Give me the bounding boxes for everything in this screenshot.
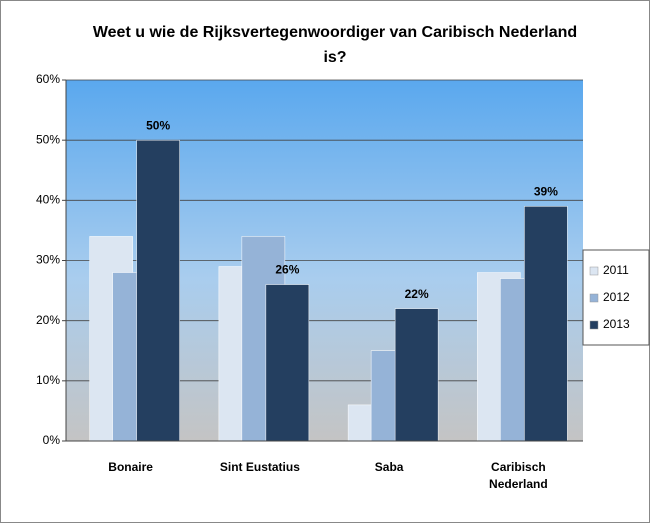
bar <box>394 308 439 442</box>
x-tick-label: Sint Eustatius <box>219 460 300 474</box>
bar <box>265 284 310 442</box>
legend-label: 2011 <box>603 263 629 277</box>
x-tick-box: Caribisch Nederland <box>489 460 548 491</box>
value-label: 50% <box>146 118 170 132</box>
bar <box>524 206 568 442</box>
x-tick-label: Saba <box>374 460 404 474</box>
x-tick-label: Bonaire <box>108 460 153 474</box>
x-tick-label: Caribisch Nederland <box>489 460 548 491</box>
legend-swatch <box>589 293 599 303</box>
x-tick-box: Bonaire <box>108 460 153 474</box>
value-label: 39% <box>534 185 558 199</box>
y-tick-label: 50% <box>36 132 60 146</box>
y-tick-label: 0% <box>43 433 61 447</box>
legend-label: 2013 <box>603 317 630 331</box>
bar <box>136 139 180 442</box>
value-label: 22% <box>405 287 429 301</box>
x-tick-box: Saba <box>374 460 404 474</box>
legend-swatch <box>589 320 599 330</box>
y-tick-label: 60% <box>36 72 60 86</box>
y-tick-label: 10% <box>36 373 60 387</box>
value-label: 26% <box>275 263 299 277</box>
x-tick-box: Sint Eustatius <box>219 460 300 474</box>
legend-swatch <box>589 266 599 276</box>
y-tick-label: 40% <box>36 193 60 207</box>
y-tick-label: 30% <box>36 253 60 267</box>
y-tick-label: 20% <box>36 313 60 327</box>
chart-title: Weet u wie de Rijksvertegenwoordiger van… <box>92 24 578 66</box>
legend-label: 2012 <box>603 290 630 304</box>
title-box: Weet u wie de Rijksvertegenwoordiger van… <box>92 24 578 66</box>
